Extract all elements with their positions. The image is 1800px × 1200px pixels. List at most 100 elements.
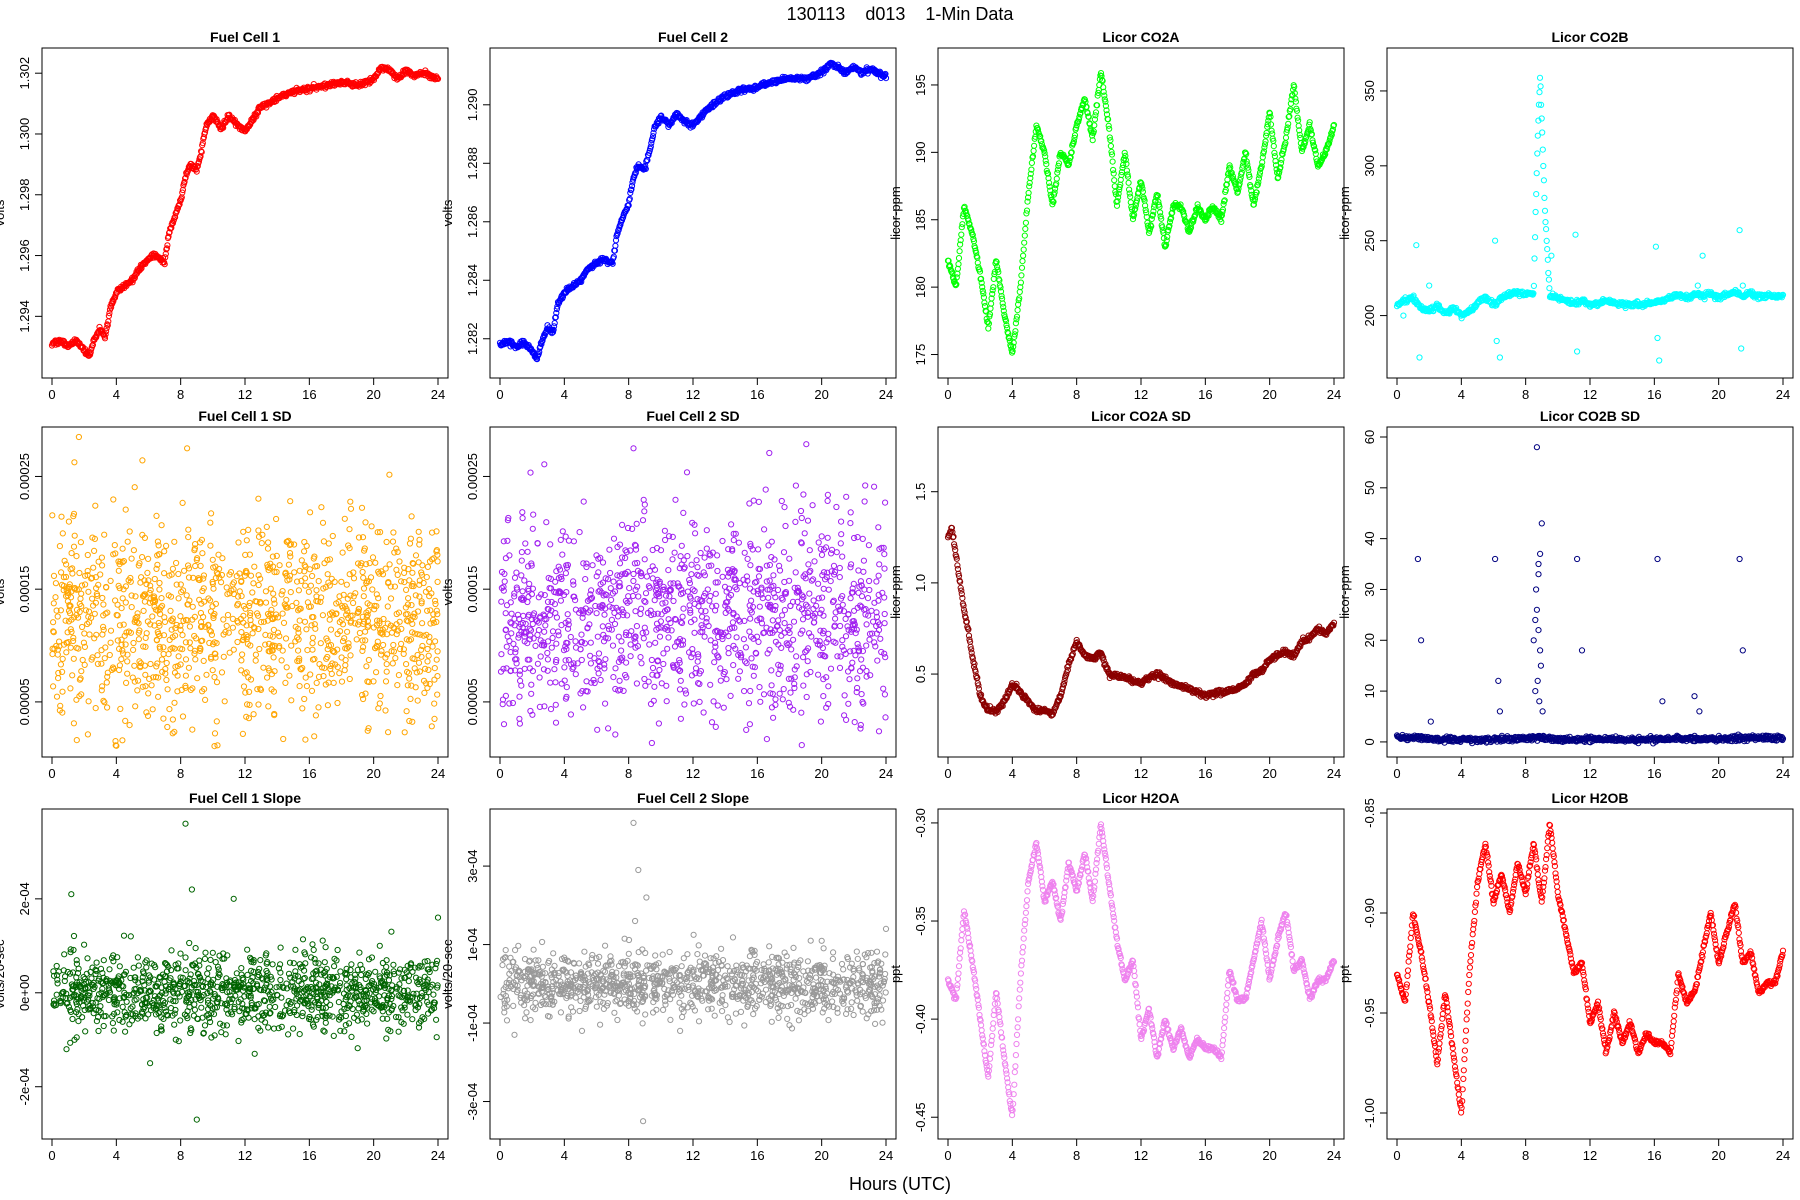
data-point xyxy=(799,616,807,623)
data-point xyxy=(549,634,556,642)
data-point xyxy=(175,595,182,602)
data-point xyxy=(692,530,699,537)
data-point xyxy=(139,554,146,561)
data-point xyxy=(707,681,714,688)
data-point xyxy=(1652,243,1660,250)
data-point xyxy=(278,591,285,598)
data-point xyxy=(392,655,399,662)
data-point xyxy=(122,506,129,513)
data-point xyxy=(765,542,772,549)
y-tick-label: 1.294 xyxy=(17,300,32,333)
data-point xyxy=(147,660,154,668)
data-point xyxy=(270,590,277,597)
data-point xyxy=(1537,83,1544,90)
data-point xyxy=(179,713,187,720)
y-tick-label: 1.302 xyxy=(17,57,32,90)
data-point xyxy=(181,178,188,186)
data-point xyxy=(1426,282,1433,289)
data-point xyxy=(390,641,397,649)
x-tick-label: 4 xyxy=(113,766,120,781)
data-point xyxy=(70,543,78,550)
data-point xyxy=(615,226,622,234)
data-point xyxy=(103,328,110,335)
y-tick-label: 0.00005 xyxy=(465,678,480,725)
data-point xyxy=(307,509,314,516)
data-point xyxy=(1053,175,1060,182)
data-point xyxy=(660,660,667,668)
data-point xyxy=(1020,252,1027,259)
data-point xyxy=(1127,193,1134,200)
data-point xyxy=(518,549,526,556)
data-point xyxy=(352,590,359,597)
data-point xyxy=(78,582,86,589)
data-point xyxy=(164,686,171,693)
data-point xyxy=(258,540,265,547)
data-point xyxy=(824,497,831,504)
data-point xyxy=(536,674,543,681)
data-point xyxy=(511,574,519,581)
data-point xyxy=(609,642,617,649)
data-point xyxy=(434,75,441,82)
x-tick-label: 20 xyxy=(1711,387,1725,402)
data-point xyxy=(382,678,390,685)
data-point xyxy=(124,538,131,545)
y-tick-label: 0.00005 xyxy=(17,678,32,725)
y-tick-label: 175 xyxy=(913,344,928,366)
data-point xyxy=(770,714,777,721)
data-point xyxy=(628,186,635,193)
data-point xyxy=(369,586,376,593)
data-point xyxy=(1544,246,1551,253)
data-point xyxy=(836,664,844,672)
data-point xyxy=(694,571,701,578)
data-point xyxy=(680,605,687,612)
figure-title: 130113 d013 1-Min Data xyxy=(786,4,1014,24)
data-point xyxy=(255,701,262,708)
data-point xyxy=(431,700,438,707)
data-point xyxy=(250,711,257,718)
data-point xyxy=(651,683,658,690)
data-point xyxy=(793,653,800,660)
data-point xyxy=(164,242,171,249)
data-point xyxy=(864,595,872,602)
y-tick-label: 1.296 xyxy=(17,239,32,272)
data-point xyxy=(139,457,146,464)
data-point xyxy=(240,683,248,690)
data-point xyxy=(326,616,333,623)
data-point xyxy=(98,660,105,667)
data-point xyxy=(665,634,672,641)
data-point xyxy=(394,571,401,579)
data-point xyxy=(396,558,403,565)
data-point xyxy=(175,570,182,578)
data-point xyxy=(1654,334,1661,342)
data-point xyxy=(69,672,76,679)
data-point xyxy=(103,679,110,686)
data-point xyxy=(165,233,172,240)
data-point xyxy=(664,645,671,652)
data-point xyxy=(860,568,867,575)
data-point xyxy=(301,618,309,625)
data-point xyxy=(735,539,743,546)
data-point xyxy=(1531,255,1538,262)
data-point xyxy=(213,679,221,686)
data-point xyxy=(330,679,337,687)
data-point xyxy=(862,482,869,489)
data-point xyxy=(189,726,196,733)
data-point xyxy=(394,682,401,689)
data-point xyxy=(554,303,561,310)
data-point xyxy=(384,603,391,610)
data-point xyxy=(756,684,763,691)
data-point xyxy=(102,331,109,338)
data-point xyxy=(234,638,241,646)
data-point xyxy=(163,245,170,252)
data-point xyxy=(52,594,59,601)
data-point xyxy=(81,661,88,669)
data-point xyxy=(341,667,348,674)
data-point xyxy=(319,612,326,619)
data-point xyxy=(1267,121,1275,128)
x-tick-label: 8 xyxy=(625,387,632,402)
data-point xyxy=(818,533,825,540)
data-point xyxy=(144,569,151,577)
